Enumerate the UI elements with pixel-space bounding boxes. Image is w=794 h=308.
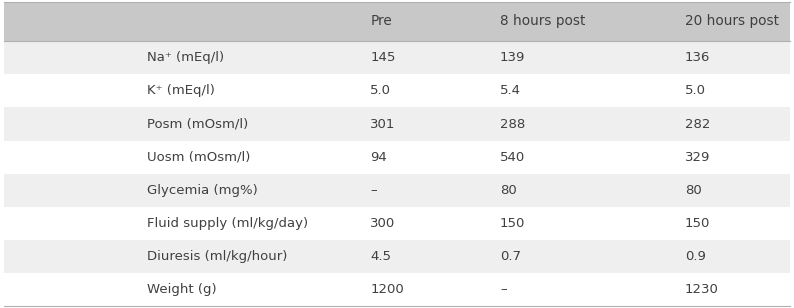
Bar (4, 41, 790, 74)
Text: 145: 145 (370, 51, 395, 64)
Text: 540: 540 (500, 151, 526, 164)
Text: –: – (370, 184, 377, 197)
Text: 5.0: 5.0 (370, 84, 391, 97)
Text: Pre: Pre (370, 14, 392, 28)
Text: 8 hours post: 8 hours post (500, 14, 585, 28)
Text: Posm (mOsm/l): Posm (mOsm/l) (147, 118, 249, 131)
Text: Diuresis (ml/kg/hour): Diuresis (ml/kg/hour) (147, 250, 287, 263)
Text: Glycemia (mg%): Glycemia (mg%) (147, 184, 257, 197)
Text: 282: 282 (684, 118, 710, 131)
Bar (4, 273, 790, 306)
Text: 80: 80 (684, 184, 701, 197)
Bar (4, 207, 790, 240)
Text: Fluid supply (ml/kg/day): Fluid supply (ml/kg/day) (147, 217, 308, 230)
Text: 4.5: 4.5 (370, 250, 391, 263)
Text: –: – (500, 283, 507, 296)
Text: 139: 139 (500, 51, 526, 64)
Bar (4, 107, 790, 141)
Bar (4, 141, 790, 174)
Text: 80: 80 (500, 184, 517, 197)
Text: 0.9: 0.9 (684, 250, 706, 263)
Text: 5.4: 5.4 (500, 84, 521, 97)
Text: 94: 94 (370, 151, 387, 164)
Text: 301: 301 (370, 118, 395, 131)
Bar (4, 240, 790, 273)
Bar (4, 74, 790, 107)
Bar (4, 2, 790, 41)
Text: 150: 150 (684, 217, 710, 230)
Bar (4, 174, 790, 207)
Text: 1230: 1230 (684, 283, 719, 296)
Text: 5.0: 5.0 (684, 84, 706, 97)
Text: 150: 150 (500, 217, 526, 230)
Text: 136: 136 (684, 51, 710, 64)
Text: 0.7: 0.7 (500, 250, 521, 263)
Text: 20 hours post: 20 hours post (684, 14, 779, 28)
Text: 1200: 1200 (370, 283, 404, 296)
Text: K⁺ (mEq/l): K⁺ (mEq/l) (147, 84, 214, 97)
Text: 288: 288 (500, 118, 526, 131)
Text: 329: 329 (684, 151, 710, 164)
Text: Uosm (mOsm/l): Uosm (mOsm/l) (147, 151, 250, 164)
Text: Weight (g): Weight (g) (147, 283, 217, 296)
Text: Na⁺ (mEq/l): Na⁺ (mEq/l) (147, 51, 224, 64)
Text: 300: 300 (370, 217, 395, 230)
